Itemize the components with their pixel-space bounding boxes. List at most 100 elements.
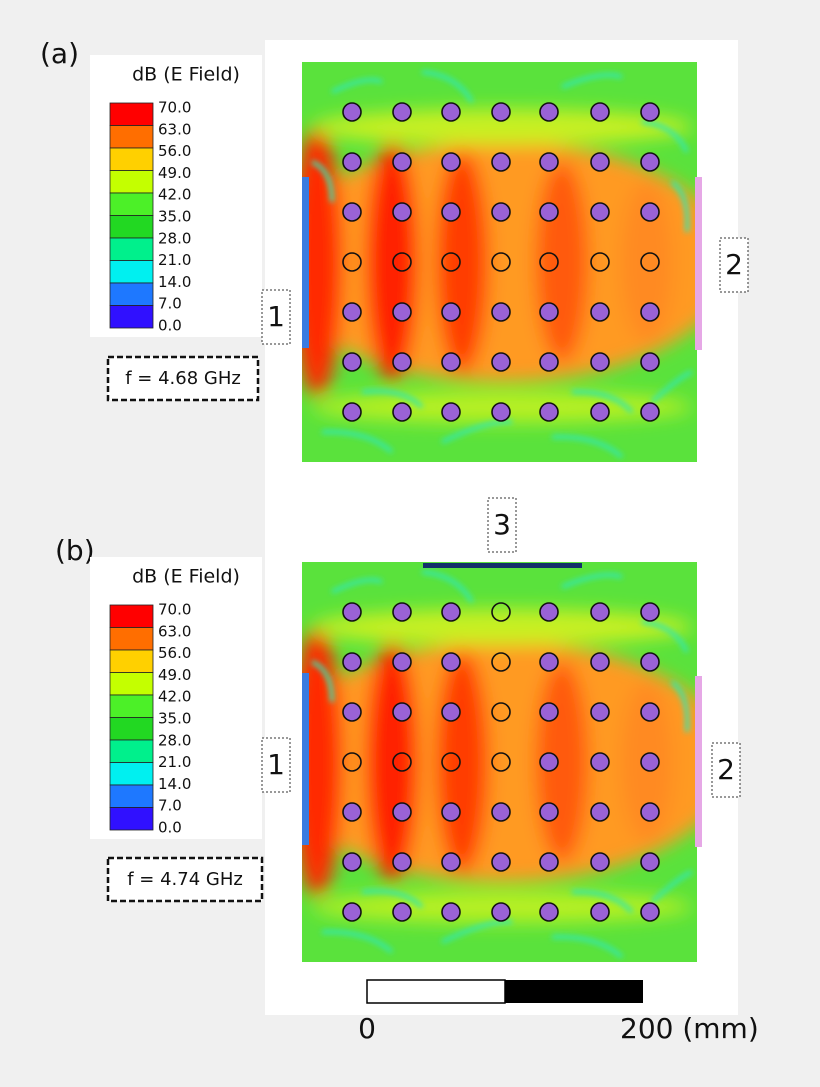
legend-value: 21.0 [158, 753, 191, 771]
rod [640, 352, 660, 372]
rod [441, 152, 461, 172]
rod [441, 302, 461, 322]
panel: (b) dB (E Field) 70.0 63.0 56.0 49.0 42.0 35.0 2… [55, 497, 741, 962]
frequency-box [106, 856, 264, 903]
field-speckle [331, 78, 383, 94]
rod [392, 352, 412, 372]
rod [441, 702, 461, 722]
rod [640, 602, 660, 622]
field-speckle [441, 919, 513, 944]
rod [539, 752, 559, 772]
rod [342, 802, 362, 822]
legend-value: 14.0 [158, 273, 191, 291]
rod [392, 652, 412, 672]
legend-swatch [109, 305, 154, 329]
legend-swatch [109, 717, 154, 741]
port-label-box [261, 737, 291, 793]
rod [342, 102, 362, 122]
port-label: 3 [493, 508, 511, 541]
rod [491, 402, 511, 422]
legend-value: 70.0 [158, 601, 191, 619]
frequency: f = 4.74 GHz [127, 869, 243, 890]
field-hot [436, 152, 488, 372]
field-hot [366, 142, 418, 382]
legend-swatch [109, 282, 154, 306]
legend-swatch [109, 102, 154, 126]
field-speckles [311, 70, 693, 459]
rod [640, 802, 660, 822]
rod [491, 302, 511, 322]
port-label: 1 [267, 300, 285, 333]
legend-value: 49.0 [158, 666, 191, 684]
port-bar [302, 177, 309, 348]
legend-value: 7.0 [158, 295, 182, 313]
rod [640, 302, 660, 322]
legend-value: 56.0 [158, 142, 191, 160]
rod [392, 802, 412, 822]
legend-value: 21.0 [158, 251, 191, 269]
field-speckle [650, 370, 693, 404]
legend-swatch [109, 739, 154, 763]
rod [392, 602, 412, 622]
legend-value: 0.0 [158, 317, 182, 335]
field-hot [436, 652, 488, 872]
rod [539, 702, 559, 722]
field-speckle [361, 889, 424, 909]
legend-swatch [109, 237, 154, 261]
legend-value: 63.0 [158, 622, 191, 640]
rod [441, 202, 461, 222]
rod [539, 602, 559, 622]
rod [342, 302, 362, 322]
scale-bar-black [505, 980, 643, 1003]
field-speckle [311, 160, 334, 203]
rod [441, 102, 461, 122]
field-speckle [421, 570, 474, 604]
rod [590, 702, 610, 722]
legend-value: 7.0 [158, 797, 182, 815]
rod [539, 302, 559, 322]
legend-value: 49.0 [158, 164, 191, 182]
port-bar [423, 563, 582, 568]
rod [392, 402, 412, 422]
legend-value: 35.0 [158, 710, 191, 728]
port-label-box [711, 742, 741, 798]
rod [590, 302, 610, 322]
field-speckle [641, 120, 689, 153]
rod [392, 102, 412, 122]
rod [539, 652, 559, 672]
field-speckle [321, 429, 394, 454]
rod [640, 102, 660, 122]
rod [640, 902, 660, 922]
panel: (a) dB (E Field) 70.0 63.0 56.0 49.0 42.0 35.0 2… [40, 37, 749, 462]
legend-swatch [109, 125, 154, 149]
rod [491, 802, 511, 822]
rod [640, 652, 660, 672]
rod [590, 402, 610, 422]
panel-label: (a) [40, 37, 79, 70]
rod [590, 752, 610, 772]
rod [441, 802, 461, 822]
field-speckle [551, 934, 624, 959]
rod [441, 852, 461, 872]
field-speckles [311, 570, 693, 959]
legend-swatch [109, 649, 154, 673]
rod [342, 202, 362, 222]
field-speckle [311, 660, 334, 703]
legend-swatch [109, 784, 154, 808]
rod [491, 102, 511, 122]
legend-swatch [109, 604, 154, 628]
rod [539, 252, 559, 272]
rod [590, 152, 610, 172]
rod [441, 652, 461, 672]
port-label-box [487, 497, 517, 553]
field-map [302, 562, 697, 962]
legend-value: 42.0 [158, 688, 191, 706]
rod [590, 602, 610, 622]
rod [392, 702, 412, 722]
rod [491, 852, 511, 872]
rod [392, 252, 412, 272]
field-speckle [561, 73, 623, 89]
rod [342, 402, 362, 422]
legend-value: 70.0 [158, 99, 191, 117]
